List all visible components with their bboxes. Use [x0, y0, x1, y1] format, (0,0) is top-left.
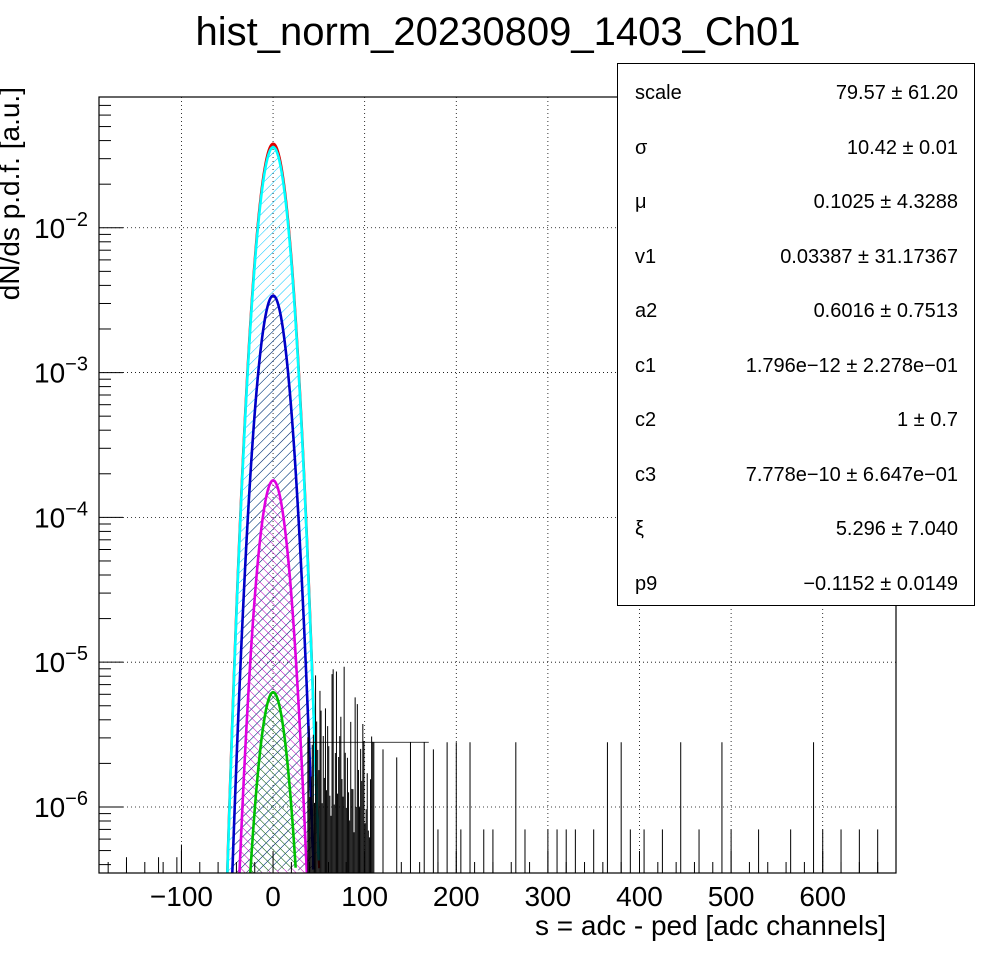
stat-name: μ — [635, 191, 647, 213]
stat-row: v1 0.03387 ± 31.17367 — [618, 238, 974, 278]
x-tick-label: −100 — [150, 881, 213, 912]
chart-title: hist_norm_20230809_1403_Ch01 — [195, 10, 801, 54]
fit-stats-box: scale 79.57 ± 61.20 σ 10.42 ± 0.01 μ 0.1025 ±… — [617, 63, 975, 606]
x-tick-label: 400 — [616, 881, 663, 912]
y-axis-label: dN/ds p.d.f. [a.u.] — [0, 87, 25, 301]
stat-value: 10.42 ± 0.01 — [846, 136, 958, 159]
stat-value: 0.03387 ± 31.17367 — [780, 245, 958, 268]
stat-row: c2 1 ± 0.7 — [618, 401, 974, 441]
stat-row: σ 10.42 ± 0.01 — [618, 129, 974, 169]
stat-value: 1.796e−12 ± 2.278e−01 — [745, 354, 958, 377]
stat-value: 5.296 ± 7.040 — [835, 518, 958, 540]
fit-curve-1 — [226, 145, 320, 873]
stat-row: μ 0.1025 ± 4.3288 — [618, 183, 974, 223]
stat-name: v1 — [635, 245, 657, 268]
stat-name: σ — [635, 136, 648, 159]
histogram — [125, 666, 896, 873]
y-tick-label: 10−4 — [34, 498, 88, 533]
fit-curves — [225, 142, 321, 873]
x-axis: −100 0 100 200 300 400 500 600 — [107, 851, 897, 912]
stat-value: 0.1025 ± 4.3288 — [813, 191, 958, 213]
stat-value: 0.6016 ± 0.7513 — [813, 300, 958, 322]
stat-row: c1 1.796e−12 ± 2.278e−01 — [618, 347, 974, 387]
stat-name: p9 — [635, 572, 658, 595]
stat-value: −0.1152 ± 0.0149 — [803, 572, 958, 595]
fit-curve-2 — [231, 294, 316, 873]
y-tick-label: 10−3 — [34, 354, 88, 389]
x-tick-label: 300 — [525, 881, 572, 912]
y-tick-label: 10−6 — [34, 788, 88, 823]
y-axis: 10−2 10−3 10−4 10−5 10−6 — [34, 96, 123, 866]
stat-row: ξ 5.296 ± 7.040 — [618, 510, 974, 550]
stat-name: scale — [635, 82, 682, 104]
x-tick-label: 600 — [799, 881, 846, 912]
stat-row: p9 −0.1152 ± 0.0149 — [618, 565, 974, 605]
stat-row: scale 79.57 ± 61.20 — [618, 74, 974, 114]
x-tick-label: 100 — [341, 881, 388, 912]
stat-value: 7.778e−10 ± 6.647e−01 — [745, 463, 958, 486]
stat-name: ξ — [635, 518, 644, 540]
y-tick-label: 10−5 — [34, 643, 88, 678]
y-tick-label: 10−2 — [34, 209, 88, 244]
stat-value: 79.57 ± 61.20 — [835, 82, 958, 104]
stat-name: a2 — [635, 300, 658, 322]
x-tick-label: 200 — [433, 881, 480, 912]
stat-name: c3 — [635, 463, 657, 486]
stat-value: 1 ± 0.7 — [896, 409, 958, 431]
stat-row: a2 0.6016 ± 0.7513 — [618, 292, 974, 332]
stat-name: c2 — [635, 409, 657, 431]
fit-curve-3 — [238, 479, 309, 873]
stat-row: c3 7.778e−10 ± 6.647e−01 — [618, 456, 974, 496]
x-axis-label: s = adc - ped [adc channels] — [535, 910, 886, 941]
fit-curve-4 — [249, 690, 297, 873]
stat-name: c1 — [635, 354, 657, 377]
x-tick-label: 500 — [708, 881, 755, 912]
x-tick-label: 0 — [265, 881, 281, 912]
